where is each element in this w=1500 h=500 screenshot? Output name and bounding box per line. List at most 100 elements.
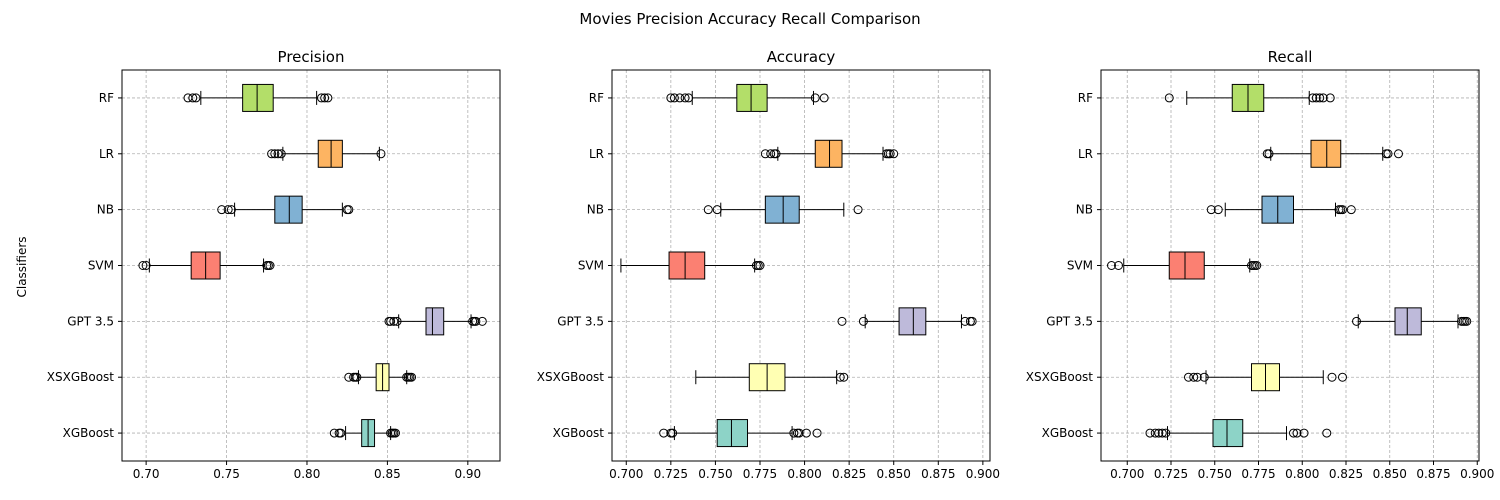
outlier-point xyxy=(1114,261,1123,270)
figure-ylabel: Classifiers xyxy=(15,236,29,297)
outlier-point xyxy=(1107,261,1116,270)
x-tick-label: 0.900 xyxy=(966,467,1000,481)
y-tick-label: LR xyxy=(589,147,604,161)
x-tick-label: 0.75 xyxy=(213,467,240,481)
y-tick-label: SVM xyxy=(1067,259,1093,273)
box-xgboost xyxy=(1145,419,1332,448)
outlier-point xyxy=(675,93,685,103)
chart-panels: 0.70 0.75 0.80 0.85 0.90 XGBoost XSXGBoost GPT … xyxy=(47,48,1495,481)
outlier-point xyxy=(760,149,770,159)
y-tick-label: GPT 3.5 xyxy=(557,314,604,328)
outlier-point xyxy=(1145,428,1155,438)
x-tick-label: 0.775 xyxy=(1241,467,1275,481)
outlier-point xyxy=(471,316,481,326)
outlier-point xyxy=(680,93,690,103)
outlier-point xyxy=(223,205,233,215)
outlier-point xyxy=(794,428,804,438)
x-tick-label: 0.80 xyxy=(294,467,321,481)
x-tick-label: 0.850 xyxy=(1373,467,1407,481)
x-tick-label: 0.875 xyxy=(921,467,955,481)
box-iqr xyxy=(668,251,706,280)
outlier-point xyxy=(684,93,694,103)
outlier-point xyxy=(188,93,198,103)
outlier-point xyxy=(669,93,679,103)
subplot-title: Precision xyxy=(278,48,345,66)
x-tick-label: 0.800 xyxy=(1285,467,1319,481)
outlier-point xyxy=(226,205,236,215)
x-tick-label: 0.85 xyxy=(374,467,401,481)
outlier-point xyxy=(1327,372,1337,382)
x-tick-label: 0.850 xyxy=(877,467,911,481)
outlier-point xyxy=(1462,316,1472,326)
outlier-point xyxy=(853,205,863,215)
outlier-point xyxy=(1308,93,1318,103)
y-tick-label: RF xyxy=(589,91,604,105)
box-iqr xyxy=(242,83,274,112)
y-tick-label: XSXGBoost xyxy=(47,370,115,384)
box-iqr xyxy=(898,307,927,336)
outlier-point xyxy=(352,372,362,382)
outlier-point xyxy=(1184,372,1193,382)
x-tick-label: 0.90 xyxy=(454,467,481,481)
box-xsxgboost xyxy=(695,363,849,392)
outlier-point xyxy=(1164,93,1174,103)
box-iqr xyxy=(736,83,768,112)
outlier-point xyxy=(666,93,676,103)
box-gpt-3-5 xyxy=(1352,307,1472,336)
box-lr xyxy=(760,139,899,168)
outlier-point xyxy=(1150,428,1160,438)
subplot-title: Recall xyxy=(1268,48,1313,66)
box-gpt-3-5 xyxy=(837,307,977,336)
box-svm xyxy=(138,251,275,280)
outlier-point xyxy=(1346,205,1356,215)
y-tick-label: XGBoost xyxy=(63,426,115,440)
y-tick-label: SVM xyxy=(88,259,114,273)
box-iqr xyxy=(274,195,303,224)
outlier-point xyxy=(812,428,822,438)
box-iqr xyxy=(716,419,749,448)
outlier-point xyxy=(766,149,776,159)
outlier-point xyxy=(138,261,148,270)
box-xgboost xyxy=(329,419,400,448)
outlier-point xyxy=(1394,149,1403,159)
outlier-point xyxy=(837,316,847,326)
outlier-point xyxy=(376,149,386,159)
y-tick-label: NB xyxy=(97,203,114,217)
outlier-point xyxy=(755,261,765,270)
box-lr xyxy=(267,139,386,168)
box-xsxgboost xyxy=(1184,363,1347,392)
outlier-point xyxy=(1315,93,1325,103)
x-tick-label: 0.725 xyxy=(654,467,688,481)
x-tick-label: 0.875 xyxy=(1416,467,1450,481)
outlier-point xyxy=(276,149,286,159)
y-tick-label: GPT 3.5 xyxy=(67,314,114,328)
outlier-point xyxy=(477,316,487,326)
x-tick-label: 0.700 xyxy=(1110,467,1144,481)
outlier-point xyxy=(668,428,678,438)
outlier-point xyxy=(1338,205,1347,215)
box-iqr xyxy=(317,139,343,168)
outlier-point xyxy=(1199,372,1209,382)
box-iqr xyxy=(1310,139,1342,168)
box-rf xyxy=(1164,83,1335,112)
outlier-point xyxy=(835,372,845,382)
box-nb xyxy=(217,195,354,224)
outlier-point xyxy=(771,149,781,159)
outlier-point xyxy=(386,316,396,326)
x-tick-label: 0.750 xyxy=(1198,467,1232,481)
x-tick-label: 0.70 xyxy=(133,467,160,481)
outlier-point xyxy=(265,261,275,270)
x-tick-label: 0.700 xyxy=(609,467,643,481)
y-tick-label: XSXGBoost xyxy=(1026,370,1094,384)
box-iqr xyxy=(814,139,843,168)
outlier-point xyxy=(329,428,339,438)
outlier-point xyxy=(336,428,346,438)
outlier-point xyxy=(839,372,849,382)
x-tick-label: 0.825 xyxy=(1329,467,1363,481)
box-nb xyxy=(703,195,863,224)
x-tick-label: 0.750 xyxy=(698,467,732,481)
outlier-point xyxy=(1213,205,1223,215)
grid-lines xyxy=(122,70,500,461)
